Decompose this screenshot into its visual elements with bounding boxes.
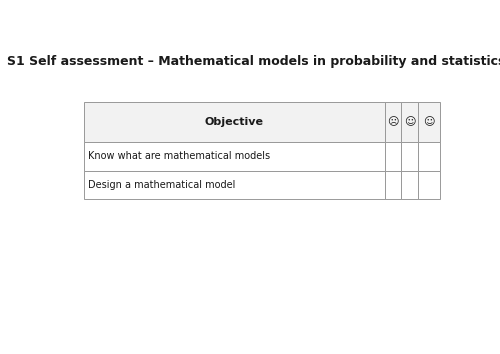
- Text: ☺: ☺: [423, 117, 435, 127]
- Bar: [418, 102, 440, 142]
- Text: Design a mathematical model: Design a mathematical model: [88, 180, 236, 190]
- Bar: [385, 171, 402, 199]
- Bar: [84, 171, 385, 199]
- Text: S1 Self assessment – Mathematical models in probability and statistics: S1 Self assessment – Mathematical models…: [7, 55, 500, 68]
- Bar: [402, 171, 417, 199]
- Bar: [418, 142, 440, 171]
- Bar: [418, 171, 440, 199]
- Bar: [385, 142, 402, 171]
- Bar: [385, 102, 402, 142]
- Text: ☹: ☹: [388, 117, 399, 127]
- Bar: [84, 102, 385, 142]
- Text: Know what are mathematical models: Know what are mathematical models: [88, 151, 270, 161]
- Bar: [84, 142, 385, 171]
- Bar: [402, 102, 417, 142]
- Text: Objective: Objective: [205, 117, 264, 127]
- Bar: [402, 142, 417, 171]
- Text: ☺: ☺: [404, 117, 415, 127]
